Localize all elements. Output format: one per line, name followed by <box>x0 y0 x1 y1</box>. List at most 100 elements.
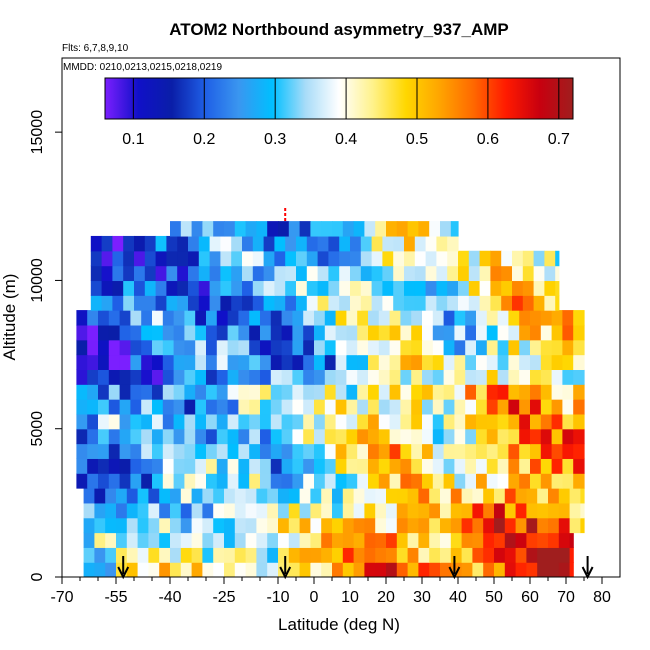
heatmap-cell <box>353 221 365 237</box>
heatmap-cell <box>450 547 463 563</box>
heatmap-cell <box>540 369 553 385</box>
heatmap-cell <box>166 265 178 282</box>
heatmap-cell <box>249 339 261 356</box>
heatmap-cell <box>508 443 520 459</box>
heatmap-cell <box>116 502 128 519</box>
heatmap-cell <box>105 488 117 504</box>
heatmap-cell <box>180 221 193 237</box>
heatmap-cell <box>414 295 427 311</box>
heatmap-cell <box>224 547 236 563</box>
heatmap-cell <box>551 443 563 459</box>
heatmap-cell <box>335 324 347 341</box>
heatmap-cell <box>508 413 520 430</box>
heatmap-cell <box>209 250 221 267</box>
heatmap-cell <box>292 428 304 445</box>
x-tick-label: 30 <box>413 589 431 606</box>
heatmap-cell <box>519 428 531 445</box>
heatmap-cell <box>296 250 308 267</box>
heatmap-cell <box>76 443 88 459</box>
heatmap-cell <box>76 310 88 326</box>
heatmap-cell <box>580 488 585 504</box>
heatmap-cell <box>486 339 499 356</box>
heatmap-cell <box>152 310 164 326</box>
heatmap-cell <box>152 473 164 489</box>
heatmap-cell <box>357 339 369 356</box>
heatmap-cell <box>234 532 247 548</box>
heatmap-cell <box>317 280 329 296</box>
heatmap-cell <box>76 413 88 430</box>
heatmap-cell <box>144 250 157 267</box>
heatmap-cell <box>425 250 437 267</box>
heatmap-cell <box>342 221 355 237</box>
heatmap-cell <box>476 324 488 341</box>
heatmap-cell <box>519 384 531 400</box>
heatmap-cell <box>332 502 344 519</box>
heatmap-cell <box>533 280 545 296</box>
heatmap-cell <box>346 324 358 341</box>
heatmap-cell <box>206 443 218 459</box>
heatmap-cell <box>375 562 387 577</box>
x-tick-label: -40 <box>158 589 181 606</box>
heatmap-cell <box>432 369 445 385</box>
heatmap-cell <box>281 399 293 415</box>
heatmap-cell <box>411 384 423 400</box>
heatmap-cell <box>90 250 103 267</box>
heatmap-cell <box>526 502 538 519</box>
heatmap-cell <box>152 354 164 370</box>
heatmap-cell <box>98 399 110 415</box>
heatmap-cell <box>526 517 538 534</box>
heatmap-cell <box>173 443 185 459</box>
heatmap-cell <box>364 517 376 534</box>
heatmap-cell <box>195 428 207 445</box>
heatmap-cell <box>144 235 157 252</box>
heatmap-cell <box>224 517 236 534</box>
heatmap-cell <box>508 324 520 341</box>
heatmap-cell <box>310 517 322 534</box>
heatmap-cell <box>515 517 527 534</box>
heatmap-cell <box>504 532 517 548</box>
heatmap-cell <box>562 458 574 474</box>
heatmap-cell <box>458 250 470 267</box>
heatmap-cell <box>512 250 524 267</box>
heatmap-cell <box>231 265 243 282</box>
heatmap-cell <box>443 384 455 400</box>
heatmap-cell <box>440 547 452 563</box>
heatmap-cell <box>429 502 441 519</box>
heatmap-cell <box>227 458 239 474</box>
heatmap-cell <box>389 384 401 400</box>
heatmap-cell <box>486 458 499 474</box>
heatmap-cell <box>202 562 214 577</box>
heatmap-cell <box>508 339 520 356</box>
heatmap-cell <box>206 428 218 445</box>
heatmap-cell <box>87 413 99 430</box>
heatmap-cell <box>357 384 369 400</box>
heatmap-cell <box>256 562 268 577</box>
heatmap-cell <box>360 280 373 296</box>
heatmap-cell <box>368 458 380 474</box>
heatmap-cell <box>166 280 178 296</box>
heatmap-cell <box>303 473 315 489</box>
heatmap-cell <box>443 413 455 430</box>
heatmap-cell <box>432 458 445 474</box>
heatmap-cell <box>108 473 121 489</box>
heatmap-cell <box>242 295 254 311</box>
heatmap-cell <box>188 250 200 267</box>
heatmap-cell <box>486 443 499 459</box>
heatmap-cell <box>227 399 239 415</box>
heatmap-cell <box>87 384 99 400</box>
heatmap-cell <box>198 280 211 296</box>
heatmap-cell <box>368 369 380 385</box>
heatmap-cell <box>252 295 265 311</box>
heatmap-cell <box>170 221 182 237</box>
heatmap-cell <box>173 458 185 474</box>
heatmap-cell <box>508 458 520 474</box>
heatmap-cell <box>249 399 261 415</box>
colorbar-tick-label: 0.5 <box>406 131 428 148</box>
heatmap-cell <box>465 399 477 415</box>
heatmap-cell <box>454 399 466 415</box>
heatmap-cell <box>126 547 139 563</box>
heatmap-cell <box>573 339 585 356</box>
heatmap-cell <box>209 265 221 282</box>
heatmap-cell <box>483 532 495 548</box>
heatmap-cell <box>540 428 553 445</box>
